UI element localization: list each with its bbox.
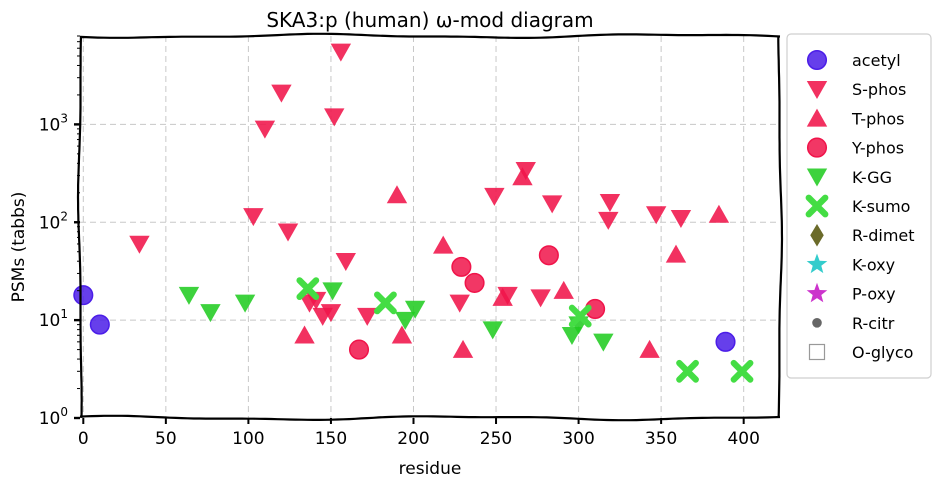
x-tick-label: 0 bbox=[78, 429, 89, 449]
data-point-acetyl bbox=[89, 314, 110, 335]
data-point-k-gg bbox=[395, 311, 416, 330]
legend-label: K-GG bbox=[852, 168, 892, 187]
data-point-t-phos bbox=[294, 325, 315, 344]
legend-marker-k-gg bbox=[806, 168, 828, 187]
legend-label: R-dimet bbox=[852, 226, 915, 245]
data-point-t-phos bbox=[665, 244, 687, 263]
data-point-k-sumo bbox=[374, 291, 397, 315]
data-point-s-phos bbox=[357, 307, 378, 326]
data-point-k-sumo bbox=[296, 277, 320, 300]
x-tick-label: 400 bbox=[727, 429, 759, 449]
data-point-t-phos bbox=[512, 167, 533, 186]
legend-label: R-citr bbox=[852, 314, 895, 333]
legend-label: acetyl bbox=[852, 51, 901, 70]
y-tick-label: 102 bbox=[39, 209, 68, 233]
data-point-t-phos bbox=[391, 325, 413, 344]
legend-marker-r-dimet bbox=[810, 223, 824, 247]
data-point-k-gg bbox=[234, 294, 256, 313]
legend-label: Y-phos bbox=[851, 139, 904, 158]
x-tick-label: 100 bbox=[232, 429, 264, 449]
data-point-k-gg bbox=[482, 321, 503, 340]
data-point-k-sumo bbox=[568, 304, 592, 328]
legend-label: K-sumo bbox=[852, 197, 910, 216]
legend-marker-acetyl bbox=[806, 49, 828, 71]
x-tick-label: 350 bbox=[645, 429, 677, 449]
data-point-s-phos bbox=[598, 211, 619, 230]
data-point-t-phos bbox=[386, 185, 408, 204]
data-point-t-phos bbox=[452, 339, 474, 358]
data-point-s-phos bbox=[484, 187, 505, 206]
data-point-s-phos bbox=[324, 108, 345, 127]
plot-frame bbox=[76, 32, 784, 422]
data-point-s-phos bbox=[449, 294, 470, 313]
legend-marker-s-phos bbox=[806, 80, 828, 99]
legend-marker-p-oxy bbox=[806, 282, 828, 303]
legend-label: P-oxy bbox=[852, 285, 896, 304]
y-axis-ticks: 100 101 102 103 bbox=[39, 35, 80, 429]
data-point-s-phos bbox=[277, 223, 299, 242]
legend: acetyl S-phos T-phos Y-phos K-GG K-sumo R-dime… bbox=[786, 33, 932, 379]
x-tick-label: 50 bbox=[155, 429, 177, 449]
data-point-s-phos bbox=[515, 161, 536, 180]
data-point-t-phos bbox=[492, 287, 513, 306]
data-point-s-phos bbox=[335, 252, 357, 271]
data-point-k-gg bbox=[322, 282, 343, 301]
chart-title: SKA3:p (human) ω-mod diagram bbox=[266, 8, 593, 32]
legend-label: S-phos bbox=[852, 80, 906, 99]
data-point-k-gg bbox=[404, 300, 426, 319]
data-point-y-phos bbox=[538, 245, 559, 266]
data-point-s-phos bbox=[330, 43, 352, 62]
legend-label: K-oxy bbox=[852, 255, 895, 274]
data-point-acetyl bbox=[715, 331, 736, 352]
data-point-t-phos bbox=[639, 339, 660, 358]
data-points bbox=[73, 43, 754, 383]
data-point-t-phos bbox=[708, 204, 730, 223]
x-tick-label: 250 bbox=[480, 429, 512, 449]
legend-label: O-glyco bbox=[852, 343, 913, 362]
data-point-k-gg bbox=[200, 304, 221, 323]
data-point-t-phos bbox=[433, 235, 454, 254]
legend-marker-k-oxy bbox=[806, 253, 828, 274]
data-point-y-phos bbox=[464, 272, 485, 293]
data-point-s-phos bbox=[254, 120, 276, 139]
data-point-acetyl bbox=[73, 285, 94, 306]
legend-marker-y-phos bbox=[806, 137, 828, 158]
data-point-s-phos bbox=[271, 84, 292, 103]
legend-marker-k-sumo bbox=[805, 194, 829, 218]
legend-marker-t-phos bbox=[806, 108, 828, 127]
data-point-y-phos bbox=[348, 339, 370, 360]
data-point-k-sumo bbox=[676, 359, 699, 383]
data-point-s-phos bbox=[305, 291, 327, 310]
data-point-t-phos bbox=[553, 280, 574, 299]
y-tick-label: 101 bbox=[39, 307, 68, 331]
legend-marker-r-citr bbox=[812, 318, 822, 328]
x-tick-label: 300 bbox=[562, 429, 594, 449]
data-point-s-phos bbox=[243, 208, 264, 227]
x-axis-title: residue bbox=[399, 459, 462, 479]
data-point-s-phos bbox=[670, 209, 692, 228]
data-point-s-phos bbox=[320, 304, 342, 323]
legend-marker-o-glyco bbox=[808, 343, 826, 361]
y-tick-label: 100 bbox=[39, 405, 68, 429]
data-point-s-phos bbox=[129, 235, 150, 254]
data-point-k-sumo bbox=[730, 359, 754, 383]
y-tick-label: 103 bbox=[39, 111, 68, 135]
x-tick-label: 200 bbox=[397, 429, 429, 449]
data-point-y-phos bbox=[451, 256, 472, 277]
data-point-s-phos bbox=[645, 206, 667, 225]
x-axis-ticks: 0 50 100 150 200 250 300 350 400 bbox=[78, 418, 760, 449]
data-point-k-gg bbox=[178, 286, 200, 305]
data-point-s-phos bbox=[530, 289, 551, 308]
legend-label: T-phos bbox=[851, 109, 905, 128]
x-tick-label: 150 bbox=[315, 429, 347, 449]
data-point-s-phos bbox=[541, 195, 563, 214]
data-point-k-gg bbox=[593, 333, 614, 352]
y-axis-title: PSMs (tabbs) bbox=[9, 192, 29, 303]
data-point-s-phos bbox=[599, 194, 621, 213]
grid bbox=[80, 36, 780, 418]
